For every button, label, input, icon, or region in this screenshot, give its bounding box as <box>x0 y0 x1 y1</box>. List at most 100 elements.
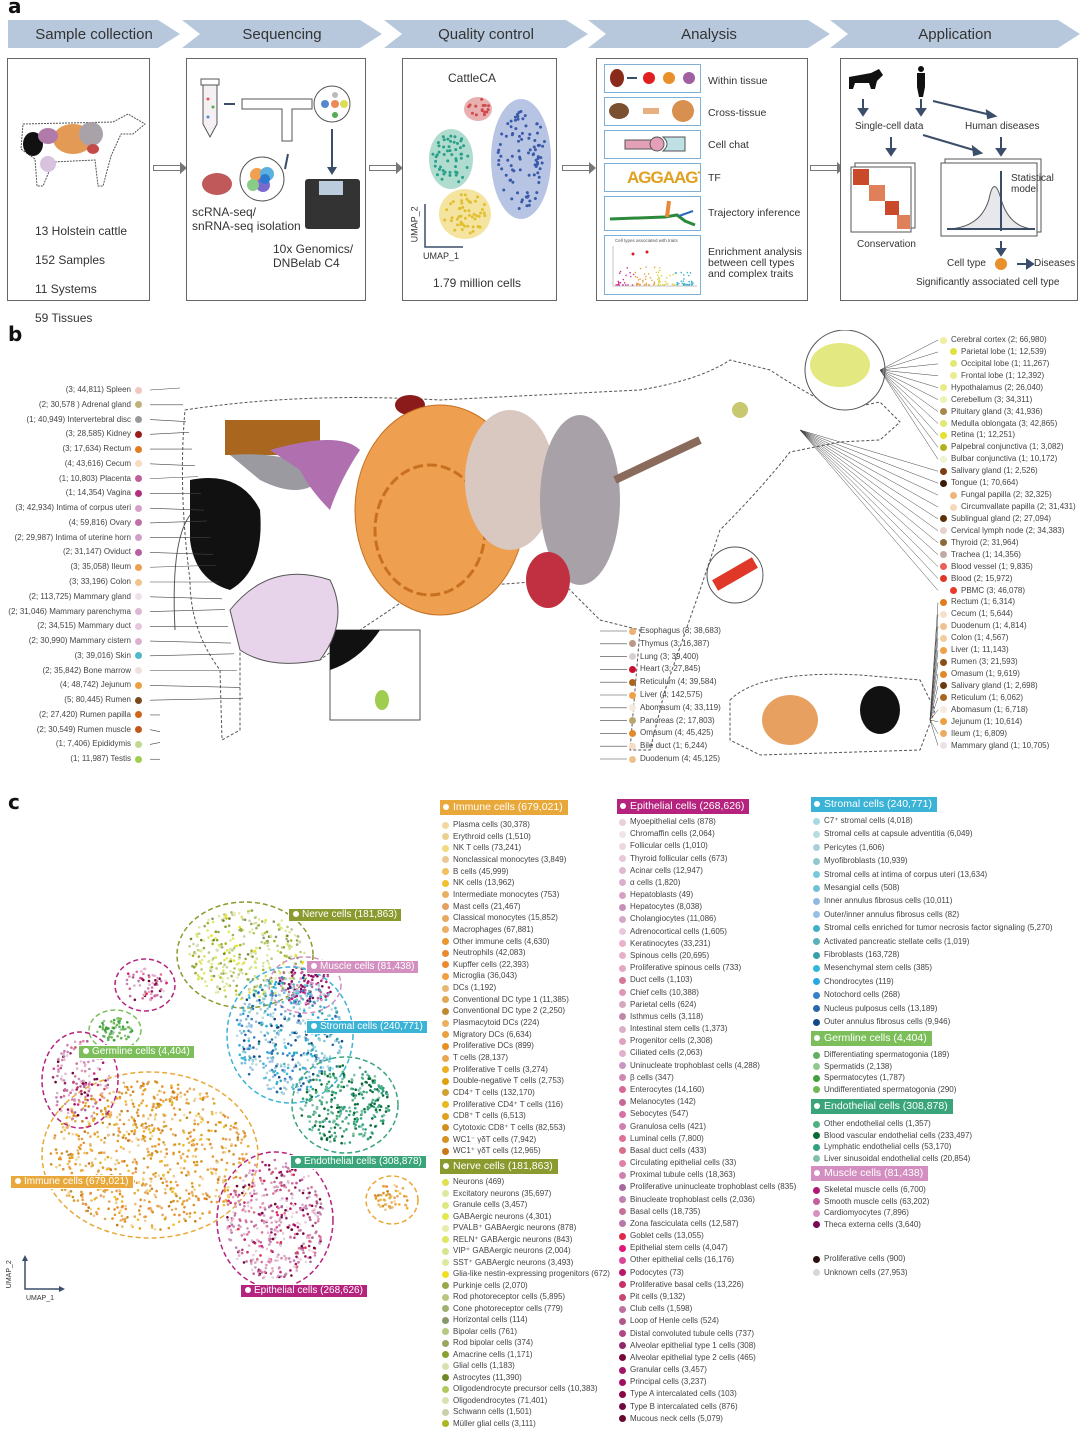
enrichment-point <box>627 284 629 286</box>
cell-point <box>228 1138 231 1141</box>
cell-point <box>142 1171 146 1174</box>
cell-point <box>311 1224 315 1228</box>
trajectory-icon <box>604 196 701 231</box>
cell-point <box>134 1167 138 1171</box>
cell-point <box>71 1088 74 1092</box>
tissue-color-dot <box>940 396 947 404</box>
tissue-name: (1; 14,354) Vagina <box>65 488 131 498</box>
cell-type-dot <box>619 903 626 911</box>
cell-type-item: Conventional DC type 2 (2,250) <box>442 1006 565 1016</box>
cell-point <box>497 148 501 152</box>
cell-point <box>143 1139 147 1143</box>
cell-point <box>153 1228 157 1231</box>
cell-point <box>101 1027 105 1031</box>
cell-point <box>288 1257 291 1260</box>
cell-type-label: Alveolar epithelial type 1 cells (308) <box>630 1340 756 1350</box>
cell-point <box>286 1209 289 1212</box>
cell-point <box>298 1068 302 1071</box>
tissue-label-middle: Heart (3; 27,845) <box>625 664 700 674</box>
cell-point <box>102 1189 105 1193</box>
cell-point <box>155 1189 158 1193</box>
cell-point <box>276 1241 279 1244</box>
cell-point <box>473 217 477 221</box>
cell-point <box>259 1178 263 1182</box>
cell-point <box>149 1180 153 1183</box>
cell-point <box>305 1207 308 1210</box>
cell-point <box>252 1253 255 1257</box>
cell-point <box>207 951 211 954</box>
cell-point <box>294 1064 298 1068</box>
cell-point <box>340 1080 343 1084</box>
cell-type-label: Distal convoluted tubule cells (737) <box>630 1328 755 1338</box>
cell-point <box>150 996 154 1000</box>
cell-point <box>187 1102 190 1105</box>
cell-point <box>92 1214 96 1217</box>
cell-point <box>101 1113 104 1116</box>
cell-point <box>329 1140 332 1143</box>
cell-point <box>326 1065 330 1068</box>
cell-point <box>210 1200 213 1204</box>
cell-point <box>264 994 267 998</box>
cell-point <box>298 1007 302 1010</box>
cell-point <box>285 1199 289 1203</box>
tissue-color-dot <box>135 711 142 719</box>
cell-point <box>319 1066 323 1069</box>
cell-type-label: Conventional DC type 1 (11,385) <box>453 994 569 1004</box>
cell-point <box>121 1136 125 1139</box>
cell-point <box>271 1060 274 1063</box>
cell-point <box>265 1247 269 1251</box>
cell-point <box>348 1109 352 1113</box>
tissue-label-right: Salivary gland (1; 2,526) <box>936 466 1038 476</box>
cell-point <box>271 1270 275 1273</box>
cell-point <box>242 1261 246 1264</box>
cell-point <box>459 152 463 156</box>
cell-point <box>153 1115 157 1118</box>
tissue-label-middle: Pancreas (2; 17,803) <box>625 716 715 726</box>
cell-point <box>308 989 311 993</box>
cell-point <box>112 1018 116 1022</box>
cell-point <box>269 1216 272 1220</box>
cell-point <box>260 940 264 944</box>
cell-point <box>118 1091 121 1094</box>
cell-point <box>371 1079 375 1082</box>
sample-collection-box: 13 Holstein cattle 152 Samples 11 System… <box>7 58 150 325</box>
cell-point <box>274 1229 277 1232</box>
enrichment-point <box>645 283 648 286</box>
cell-point <box>379 1105 383 1108</box>
cell-point <box>278 1219 281 1222</box>
cell-point <box>269 1204 273 1207</box>
cell-point <box>245 1152 248 1156</box>
cell-point <box>288 1012 292 1016</box>
cell-point <box>337 1084 340 1087</box>
cell-type-label: RELN⁺ GABAergic neurons (843) <box>453 1234 573 1244</box>
cell-point <box>149 1113 152 1117</box>
cluster-outline <box>365 1175 419 1225</box>
cell-point <box>252 1225 256 1228</box>
cell-point <box>288 930 291 934</box>
cell-point <box>227 1185 230 1189</box>
enrichment-point <box>642 281 644 283</box>
cell-point <box>316 1016 320 1019</box>
cell-point <box>446 149 450 153</box>
cell-point <box>70 1171 74 1175</box>
cell-point <box>192 1128 196 1132</box>
cell-point <box>127 1026 131 1029</box>
cell-point <box>271 1237 275 1241</box>
tissue-label-left: (2; 29,987) Intima of uterine horn <box>14 533 146 543</box>
cell-point <box>121 1027 125 1031</box>
cell-type-dot <box>442 891 449 899</box>
cell-point <box>63 1058 66 1061</box>
small-cow-outline <box>729 673 936 756</box>
leader-line <box>879 363 939 371</box>
tissue-label-right: Abomasum (1; 6,718) <box>936 705 1028 715</box>
cell-type-item: CD8⁺ T cells (6,513) <box>442 1111 526 1121</box>
cell-point <box>224 1178 227 1182</box>
enrichment-point <box>647 273 650 275</box>
cell-point <box>227 984 230 988</box>
tissue-label-left: (1; 11,987) Testis <box>70 754 146 764</box>
cell-point <box>297 980 301 984</box>
cell-point <box>303 1053 307 1056</box>
enrichment-point <box>637 279 640 281</box>
cell-point <box>528 148 532 152</box>
cell-point <box>323 1006 326 1009</box>
